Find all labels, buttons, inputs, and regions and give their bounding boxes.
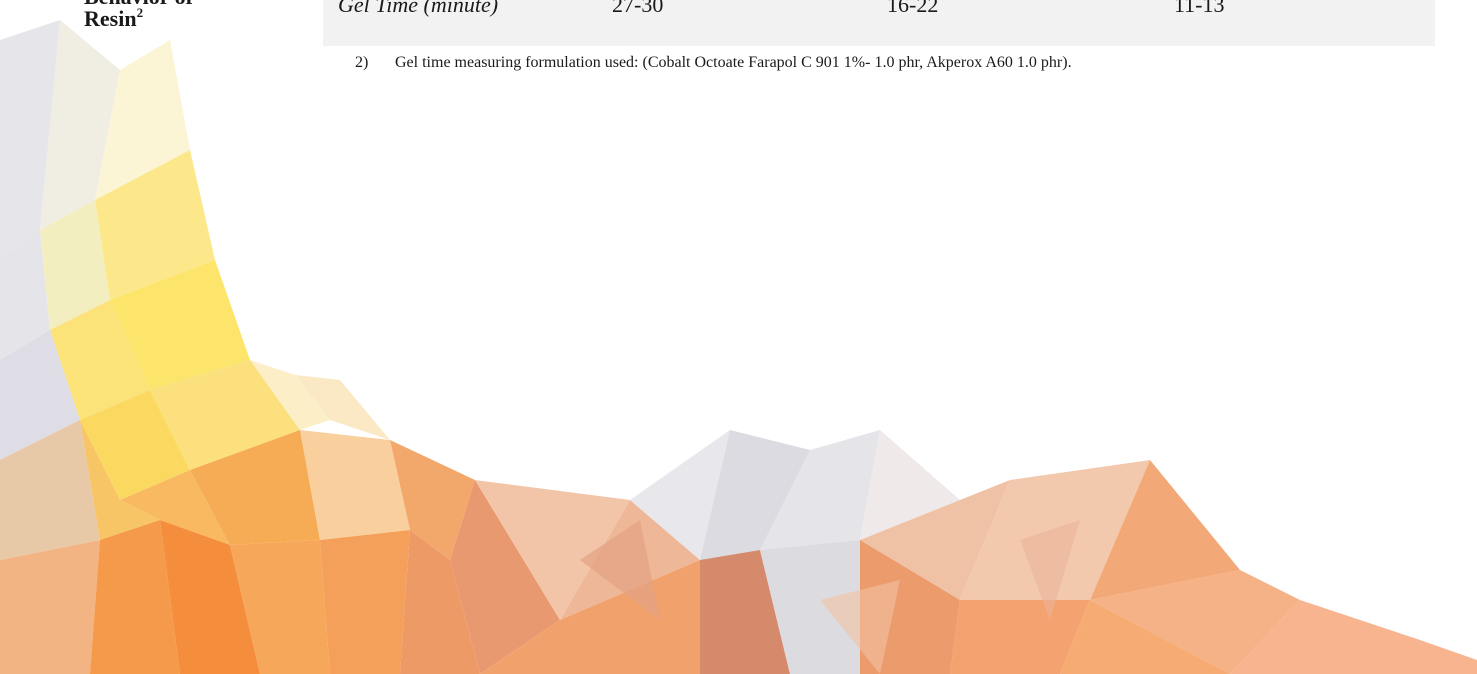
value-cell-1: 27-30 — [612, 0, 664, 17]
table-row-gel-time: Gel Time (minute) 27-30 16-22 11-13 — [323, 0, 1435, 46]
footnote-number: 2) — [355, 54, 369, 71]
table-section-label: Behavior of Resin2 — [84, 0, 193, 30]
section-label-resin: Resin — [84, 6, 137, 31]
value-cell-3: 11-13 — [1174, 0, 1225, 17]
section-label-line-1: Behavior of — [84, 0, 193, 8]
footnote-ref: 2 — [136, 5, 144, 20]
footnote: 2) Gel time measuring formulation used: (… — [355, 53, 1072, 73]
parameter-cell: Gel Time (minute) — [338, 0, 499, 17]
value-cell-2: 16-22 — [887, 0, 939, 17]
section-label-line-2: Resin2 — [84, 5, 193, 31]
footnote-text: Gel time measuring formulation used: (Co… — [395, 54, 1072, 71]
